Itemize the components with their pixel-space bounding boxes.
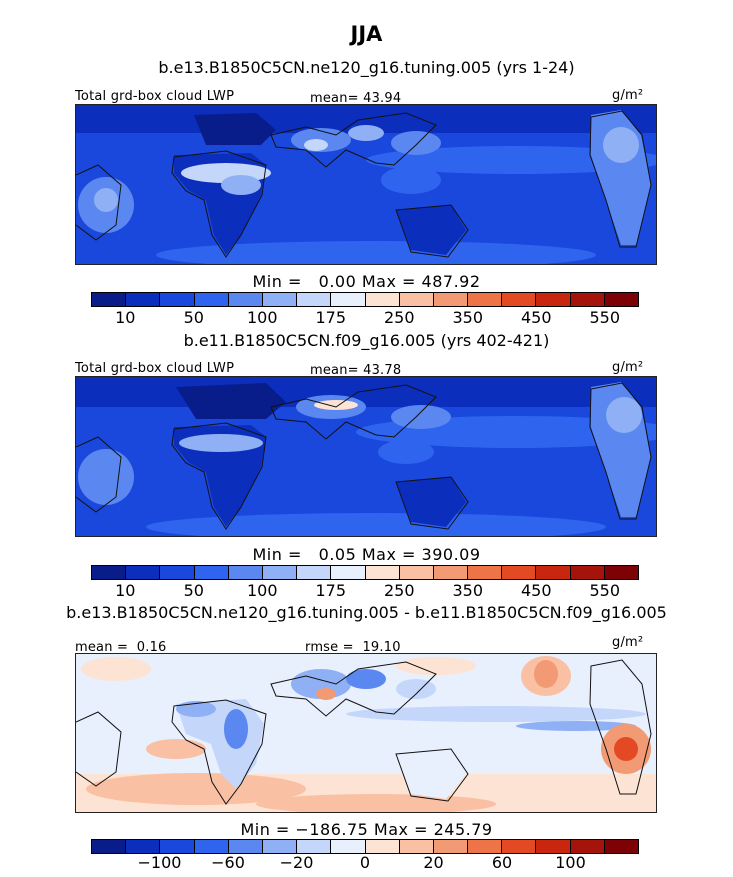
colorbar-tick-label: 10 (115, 581, 136, 600)
panel1-units: g/m² (612, 88, 644, 103)
panel1-colorbar (91, 292, 639, 307)
panel1-minmax: Min = 0.00 Max = 487.92 (252, 272, 481, 291)
colorbar-swatch (160, 566, 195, 579)
colorbar-swatch (502, 566, 537, 579)
colorbar-swatch (468, 566, 503, 579)
panel3-colorbar (91, 839, 639, 854)
panel2-colorbar-ticks: 10 50 100 175 250 350 450 550 (0, 581, 733, 601)
colorbar-swatch (92, 293, 127, 306)
colorbar-swatch (228, 840, 263, 853)
colorbar-swatch (536, 840, 571, 853)
colorbar-tick-label: 175 (315, 308, 347, 327)
colorbar-tick-label: 250 (383, 308, 415, 327)
colorbar-swatch (468, 293, 503, 306)
colorbar-tick-label: −20 (279, 853, 314, 872)
panel1-colorbar-ticks: 10 50 100 175 250 350 450 550 (0, 308, 733, 328)
colorbar-swatch (399, 566, 434, 579)
colorbar-tick-label: 100 (246, 308, 278, 327)
colorbar-swatch (160, 840, 195, 853)
colorbar-swatch (433, 293, 469, 306)
colorbar-swatch (365, 840, 400, 853)
panel1-title: b.e13.B1850C5CN.ne120_g16.tuning.005 (yr… (158, 58, 575, 77)
colorbar-swatch (502, 293, 537, 306)
colorbar-swatch (297, 566, 332, 579)
colorbar-tick-label: 350 (452, 581, 484, 600)
colorbar-swatch (399, 840, 434, 853)
colorbar-swatch (365, 566, 400, 579)
colorbar-swatch (365, 293, 400, 306)
colorbar-tick-label: 450 (520, 581, 552, 600)
panel3-mean: mean = 0.16 (75, 640, 167, 655)
colorbar-tick-label: 175 (315, 581, 347, 600)
colorbar-swatch (194, 293, 229, 306)
panel3-rmse: rmse = 19.10 (305, 640, 401, 655)
colorbar-tick-label: 550 (589, 308, 621, 327)
colorbar-swatch (604, 293, 638, 306)
colorbar-tick-label: 450 (520, 308, 552, 327)
colorbar-swatch (126, 293, 161, 306)
colorbar-tick-label: 50 (183, 308, 204, 327)
panel3-map (75, 653, 657, 813)
panel2-map-svg (76, 377, 656, 536)
figure-title: JJA (350, 22, 383, 46)
colorbar-swatch (331, 293, 366, 306)
panel2-minmax: Min = 0.05 Max = 390.09 (252, 545, 481, 564)
colorbar-tick-label: 550 (589, 581, 621, 600)
colorbar-swatch (331, 840, 366, 853)
colorbar-tick-label: 50 (183, 581, 204, 600)
colorbar-swatch (570, 566, 605, 579)
colorbar-tick-label: 100 (555, 853, 586, 872)
colorbar-swatch (433, 840, 469, 853)
colorbar-tick-label: 10 (115, 308, 136, 327)
colorbar-swatch (468, 840, 503, 853)
colorbar-swatch (570, 840, 605, 853)
colorbar-swatch (297, 293, 332, 306)
panel3-units: g/m² (612, 635, 644, 650)
colorbar-swatch (126, 566, 161, 579)
panel1-mean: mean= 43.94 (310, 91, 402, 106)
panel2-map (75, 376, 657, 537)
colorbar-swatch (194, 566, 229, 579)
colorbar-swatch (92, 566, 127, 579)
panel2-units: g/m² (612, 360, 644, 375)
colorbar-swatch (262, 566, 298, 579)
colorbar-swatch (502, 840, 537, 853)
colorbar-swatch (228, 293, 263, 306)
colorbar-swatch (433, 566, 469, 579)
colorbar-tick-label: −60 (211, 853, 245, 872)
colorbar-swatch (604, 840, 638, 853)
colorbar-swatch (570, 293, 605, 306)
colorbar-tick-label: 250 (383, 581, 415, 600)
colorbar-tick-label: 0 (359, 853, 371, 872)
colorbar-swatch (331, 566, 366, 579)
colorbar-swatch (536, 566, 571, 579)
panel2-field-label: Total grd-box cloud LWP (75, 361, 235, 376)
colorbar-tick-label: −100 (137, 853, 182, 872)
colorbar-swatch (604, 566, 638, 579)
panel3-colorbar-ticks: −100 −60 −20 0 20 60 100 (0, 853, 733, 873)
panel1-map (75, 104, 657, 265)
colorbar-swatch (126, 840, 161, 853)
colorbar-swatch (194, 840, 229, 853)
panel3-map-svg (76, 654, 656, 812)
panel2-mean: mean= 43.78 (310, 363, 402, 378)
panel3-minmax: Min = −186.75 Max = 245.79 (240, 820, 493, 839)
panel1-map-svg (76, 105, 656, 264)
colorbar-swatch (92, 840, 127, 853)
colorbar-tick-label: 20 (423, 853, 444, 872)
colorbar-swatch (262, 840, 298, 853)
colorbar-swatch (228, 566, 263, 579)
panel3-title: b.e13.B1850C5CN.ne120_g16.tuning.005 - b… (66, 603, 667, 622)
colorbar-tick-label: 100 (246, 581, 278, 600)
colorbar-swatch (160, 293, 195, 306)
panel1-field-label: Total grd-box cloud LWP (75, 89, 235, 104)
panel2-colorbar (91, 565, 639, 580)
colorbar-swatch (297, 840, 332, 853)
colorbar-tick-label: 350 (452, 308, 484, 327)
colorbar-tick-label: 60 (491, 853, 513, 872)
colorbar-swatch (399, 293, 434, 306)
panel2-title: b.e11.B1850C5CN.f09_g16.005 (yrs 402-421… (183, 331, 550, 350)
colorbar-swatch (536, 293, 571, 306)
colorbar-swatch (262, 293, 298, 306)
